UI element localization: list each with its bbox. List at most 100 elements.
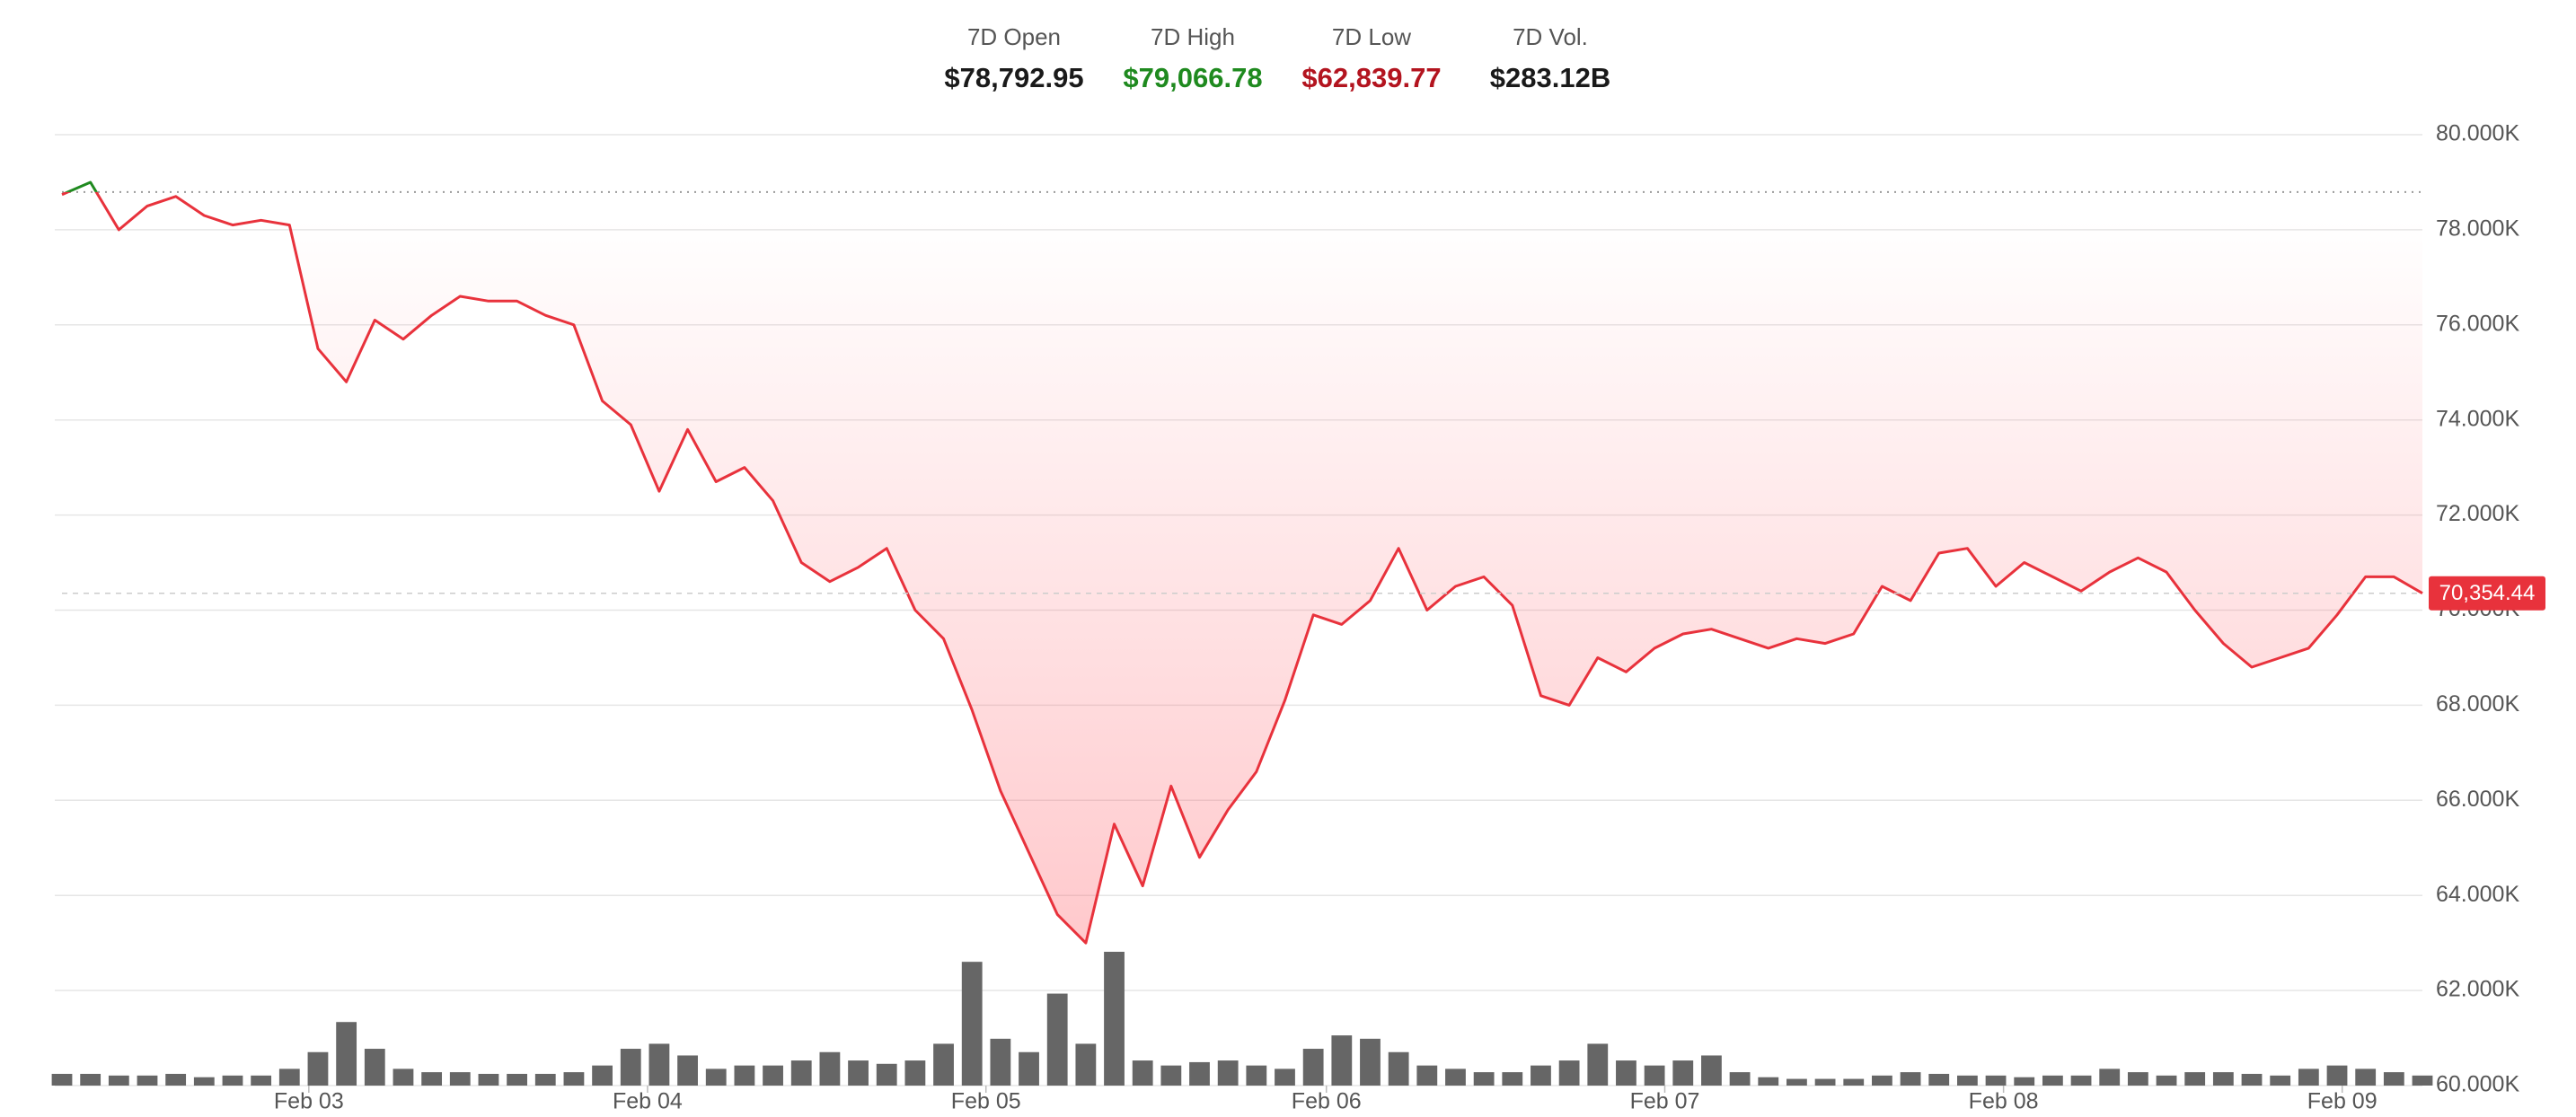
volume-bar xyxy=(563,1072,585,1086)
volume-bar xyxy=(1616,1060,1636,1086)
y-tick-label: 80.000K xyxy=(2436,121,2519,146)
volume-bar xyxy=(1843,1078,1865,1086)
volume-bar xyxy=(449,1072,471,1086)
volume-bar xyxy=(1502,1072,1523,1086)
volume-bar xyxy=(165,1073,187,1086)
volume-bar xyxy=(1786,1078,1807,1086)
volume-bar xyxy=(1046,993,1068,1086)
y-tick-label: 62.000K xyxy=(2436,977,2519,1002)
y-tick-label: 78.000K xyxy=(2436,216,2519,242)
volume-bar xyxy=(677,1055,698,1086)
last-price-label: 70,354.44 xyxy=(2439,581,2536,605)
y-tick-label: 64.000K xyxy=(2436,882,2519,907)
y-tick-label: 76.000K xyxy=(2436,311,2519,336)
volume-bar xyxy=(2270,1075,2291,1086)
volume-bar xyxy=(2184,1072,2206,1086)
volume-bar xyxy=(592,1065,613,1086)
volume-bar xyxy=(763,1065,783,1086)
volume-bar xyxy=(393,1069,414,1086)
volume-bar xyxy=(1388,1051,1409,1086)
volume-bar xyxy=(2070,1075,2092,1086)
volume-bar xyxy=(307,1051,329,1086)
volume-bar xyxy=(2326,1065,2348,1086)
volume-bar xyxy=(534,1073,556,1086)
volume-bar xyxy=(421,1072,443,1086)
volume-bar xyxy=(1872,1075,1892,1086)
volume-bar xyxy=(478,1073,499,1086)
volume-bar xyxy=(1985,1075,2007,1086)
volume-bar xyxy=(1331,1035,1353,1086)
volume-bar xyxy=(51,1073,73,1086)
volume-bar xyxy=(734,1065,755,1086)
volume-bar xyxy=(1473,1072,1495,1086)
volume-bar xyxy=(2383,1072,2404,1086)
volume-bar xyxy=(1132,1060,1153,1086)
volume-bar xyxy=(1900,1072,1921,1086)
volume-bar xyxy=(1531,1065,1551,1086)
y-tick-label: 66.000K xyxy=(2436,787,2519,812)
x-tick-label: Feb 03 xyxy=(274,1089,344,1114)
volume-bar xyxy=(507,1073,528,1086)
volume-bar xyxy=(137,1075,158,1086)
y-tick-label: 72.000K xyxy=(2436,501,2519,526)
volume-bar xyxy=(1019,1051,1039,1086)
x-tick-label: Feb 06 xyxy=(1292,1089,1362,1114)
volume-bar xyxy=(1275,1069,1295,1086)
volume-bar xyxy=(620,1049,641,1086)
x-tick-label: Feb 04 xyxy=(613,1089,683,1114)
volume-bar xyxy=(819,1051,841,1086)
volume-bar xyxy=(1246,1065,1267,1086)
volume-bar xyxy=(193,1077,215,1086)
y-tick-label: 68.000K xyxy=(2436,691,2519,717)
stat-label: 7D Low xyxy=(1332,23,1411,50)
volume-bar xyxy=(1758,1077,1779,1086)
y-tick-label: 60.000K xyxy=(2436,1072,2519,1097)
stat-value: $78,792.95 xyxy=(944,62,1083,93)
volume-bar xyxy=(1672,1060,1694,1086)
volume-bar xyxy=(1217,1060,1239,1086)
volume-bar xyxy=(990,1038,1011,1086)
volume-bar xyxy=(1729,1072,1751,1086)
volume-bar xyxy=(2355,1069,2377,1086)
x-tick-label: Feb 09 xyxy=(2307,1089,2378,1114)
volume-bar xyxy=(364,1049,385,1086)
volume-bar xyxy=(1956,1075,1978,1086)
volume-bar xyxy=(1189,1061,1210,1086)
volume-bar xyxy=(1814,1078,1836,1086)
volume-bar xyxy=(1701,1055,1722,1086)
volume-bar xyxy=(2042,1075,2063,1086)
volume-bar xyxy=(2412,1075,2433,1086)
x-tick-label: Feb 07 xyxy=(1630,1089,1700,1114)
volume-bar xyxy=(1416,1065,1438,1086)
volume-bar xyxy=(1360,1038,1381,1086)
volume-bar xyxy=(278,1069,300,1086)
volume-bar xyxy=(2127,1072,2148,1086)
volume-bar xyxy=(251,1075,272,1086)
volume-bar xyxy=(705,1069,727,1086)
y-tick-label: 74.000K xyxy=(2436,406,2519,431)
volume-bar xyxy=(1302,1049,1324,1086)
volume-bar xyxy=(2212,1072,2234,1086)
volume-bar xyxy=(2099,1069,2121,1086)
price-area xyxy=(62,191,2422,944)
volume-bar xyxy=(933,1043,954,1086)
volume-bar xyxy=(961,962,983,1086)
stat-label: 7D High xyxy=(1151,23,1235,50)
volume-bar xyxy=(790,1060,812,1086)
volume-bar xyxy=(108,1075,129,1086)
last-price-box xyxy=(2429,576,2545,611)
volume-bar xyxy=(1644,1065,1665,1086)
volume-bar xyxy=(80,1073,101,1086)
volume-bar xyxy=(876,1063,897,1086)
volume-bar xyxy=(2014,1077,2035,1086)
volume-bar xyxy=(1445,1069,1466,1086)
volume-bar xyxy=(1075,1043,1097,1086)
volume-bar xyxy=(648,1043,670,1086)
volume-bar xyxy=(904,1060,926,1086)
stat-value: $283.12B xyxy=(1490,62,1610,93)
volume-bar xyxy=(848,1060,869,1086)
volume-bar xyxy=(1928,1073,1950,1086)
volume-bar xyxy=(1558,1060,1580,1086)
